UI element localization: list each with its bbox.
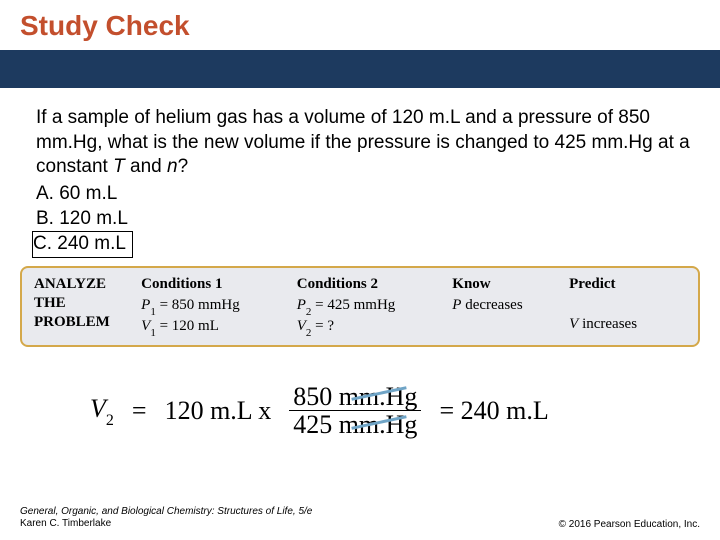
cond1-p-row: P1 = 850 mmHg <box>141 297 275 316</box>
predict-tail: increases <box>578 316 637 332</box>
analyze-h2: THE <box>34 295 119 312</box>
eq-mid: 120 m.L x <box>165 396 272 426</box>
predict-head: Predict <box>569 276 664 293</box>
predict-col: Predict V increases <box>569 276 686 337</box>
cond1-v-row: V1 = 120 mL <box>141 318 275 337</box>
analyze-h3: PROBLEM <box>34 314 119 331</box>
cond2-p-row: P2 = 425 mmHg <box>297 297 431 316</box>
conditions-1-col: Conditions 1 P1 = 850 mmHg V1 = 120 mL <box>141 276 297 337</box>
know-row: P decreases <box>452 297 547 314</box>
analyze-panel: ANALYZE THE PROBLEM Conditions 1 P1 = 85… <box>20 266 700 347</box>
conditions-2-col: Conditions 2 P2 = 425 mmHg V2 = ? <box>297 276 453 337</box>
eq-fraction: 850 mm.Hg 425 mm.Hg <box>289 383 421 439</box>
question-end: ? <box>178 156 189 177</box>
footer-author: Karen C. Timberlake <box>20 518 312 530</box>
eq-lhs-sub: 2 <box>106 412 114 429</box>
cond2-v: V <box>297 318 306 334</box>
know-tail: decreases <box>461 297 522 313</box>
cond1-p-sub: 1 <box>150 306 156 318</box>
equation-row: V2 = 120 m.L x 850 mm.Hg 425 mm.Hg = 240… <box>0 347 720 439</box>
question-text: If a sample of helium gas has a volume o… <box>0 88 720 180</box>
eq-lhs-var: V <box>90 394 106 423</box>
page-title: Study Check <box>0 0 720 50</box>
cond2-p-val: = 425 mmHg <box>311 297 395 313</box>
cond2-v-val: = ? <box>311 318 334 334</box>
cond1-p: P <box>141 297 150 313</box>
predict-row: V increases <box>569 316 664 333</box>
question-and: and <box>125 156 167 177</box>
footer-left: General, Organic, and Biological Chemist… <box>20 506 312 530</box>
question-var-t: T <box>113 156 125 177</box>
cond2-v-sub: 2 <box>306 327 312 339</box>
know-head: Know <box>452 276 547 293</box>
cond2-v-row: V2 = ? <box>297 318 431 337</box>
know-col: Know P decreases <box>452 276 569 337</box>
cond2-head: Conditions 2 <box>297 276 431 293</box>
predict-v: V <box>569 316 578 332</box>
analyze-header-col: ANALYZE THE PROBLEM <box>34 276 141 337</box>
cond1-p-val: = 850 mmHg <box>156 297 240 313</box>
option-b: B. 120 m.L <box>36 207 690 232</box>
option-a: A. 60 m.L <box>36 182 690 207</box>
footer-copyright: © 2016 Pearson Education, Inc. <box>559 519 700 530</box>
eq-sign-1: = <box>132 396 147 426</box>
analyze-h1: ANALYZE <box>34 276 119 293</box>
options-block: A. 60 m.L B. 120 m.L C. 240 m.L <box>0 180 720 258</box>
cond1-head: Conditions 1 <box>141 276 275 293</box>
cond1-v-val: = 120 mL <box>156 318 219 334</box>
eq-lhs: V2 <box>90 394 114 428</box>
cond2-p-sub: 2 <box>306 306 312 318</box>
cond2-p: P <box>297 297 306 313</box>
footer-book-title: General, Organic, and Biological Chemist… <box>20 506 312 518</box>
cond1-v-sub: 1 <box>150 327 156 339</box>
title-divider-bar <box>0 50 720 88</box>
question-var-n: n <box>167 156 178 177</box>
eq-rhs: = 240 m.L <box>439 396 548 426</box>
option-c-correct: C. 240 m.L <box>32 231 133 258</box>
cond1-v: V <box>141 318 150 334</box>
